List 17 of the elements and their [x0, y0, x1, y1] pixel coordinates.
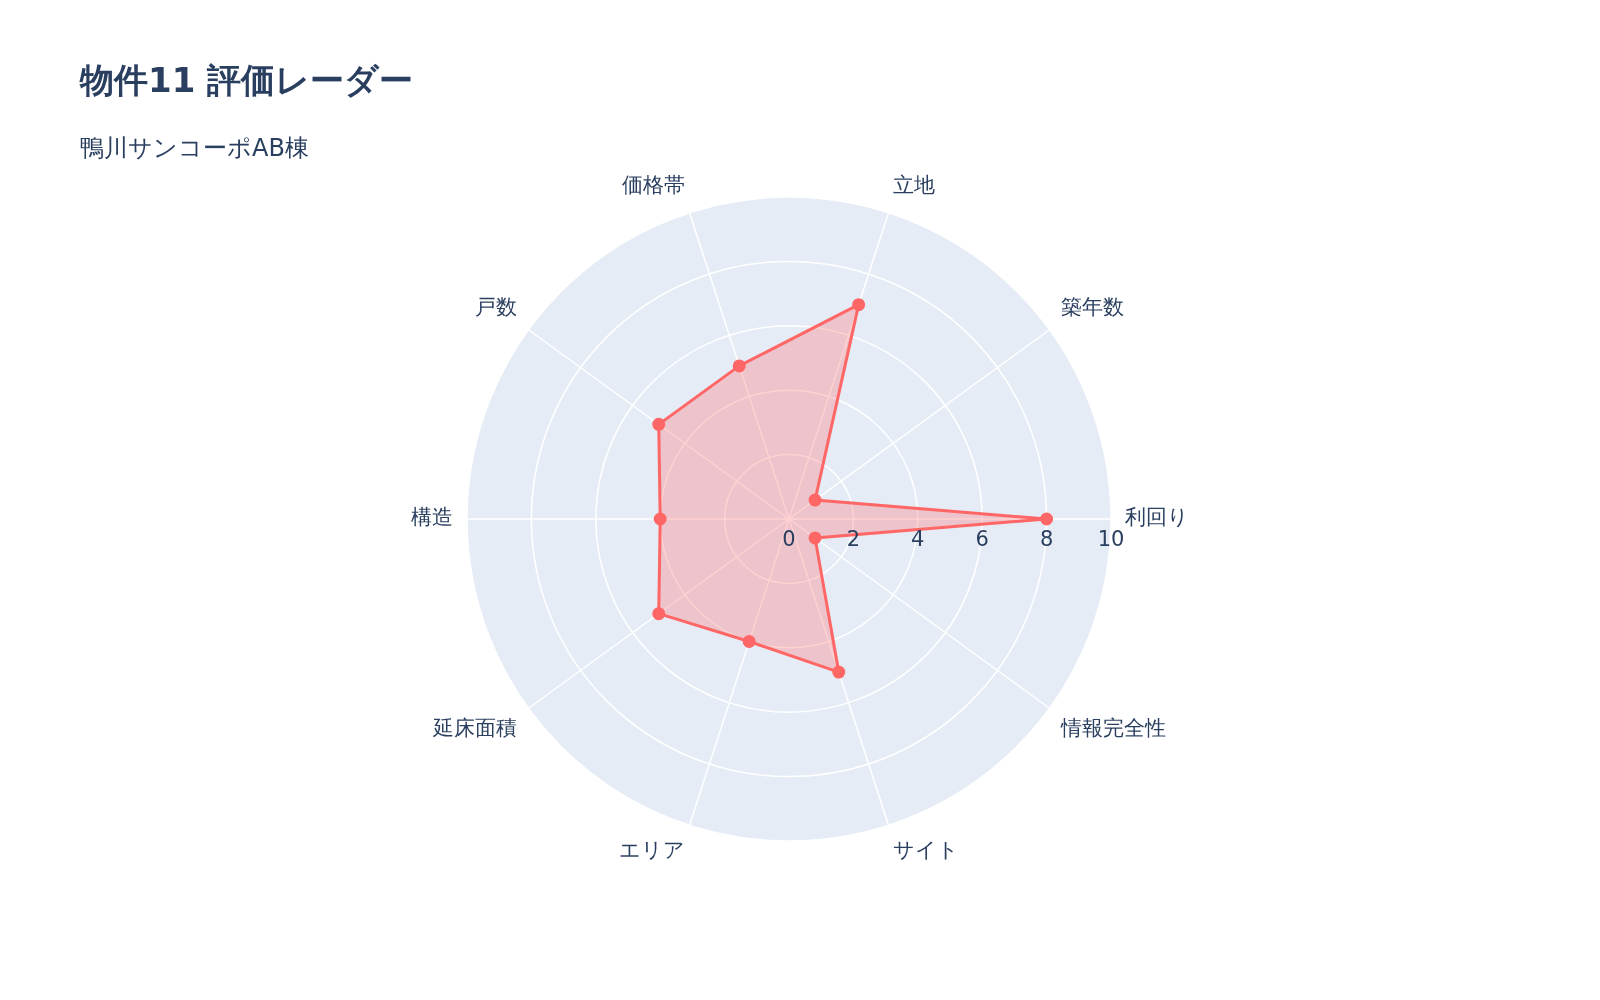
spoke-label: 価格帯: [622, 173, 686, 198]
spoke-label: 戸数: [475, 295, 518, 320]
spoke-label: 情報完全性: [1059, 715, 1166, 740]
spoke-label: 立地: [892, 173, 935, 198]
y-tick-label: 0: [782, 527, 796, 552]
spoke-label: 築年数: [1060, 295, 1124, 320]
spoke-label: 構造: [411, 505, 453, 530]
spoke-label: 利回り: [1125, 505, 1189, 530]
y-tick-label: 10: [1097, 527, 1125, 552]
chart-title: 物件11 評価レーダー: [80, 59, 414, 102]
y-tick-label: 8: [1039, 527, 1054, 552]
spoke-label: 延床面積: [432, 715, 518, 740]
y-tick-label: 4: [911, 527, 925, 552]
text: 鴨川サンコーポAB棟: [80, 133, 309, 164]
spoke-label: エリア: [619, 837, 686, 862]
spoke-label: サイト: [892, 837, 959, 862]
y-tick-label: 6: [975, 527, 989, 552]
